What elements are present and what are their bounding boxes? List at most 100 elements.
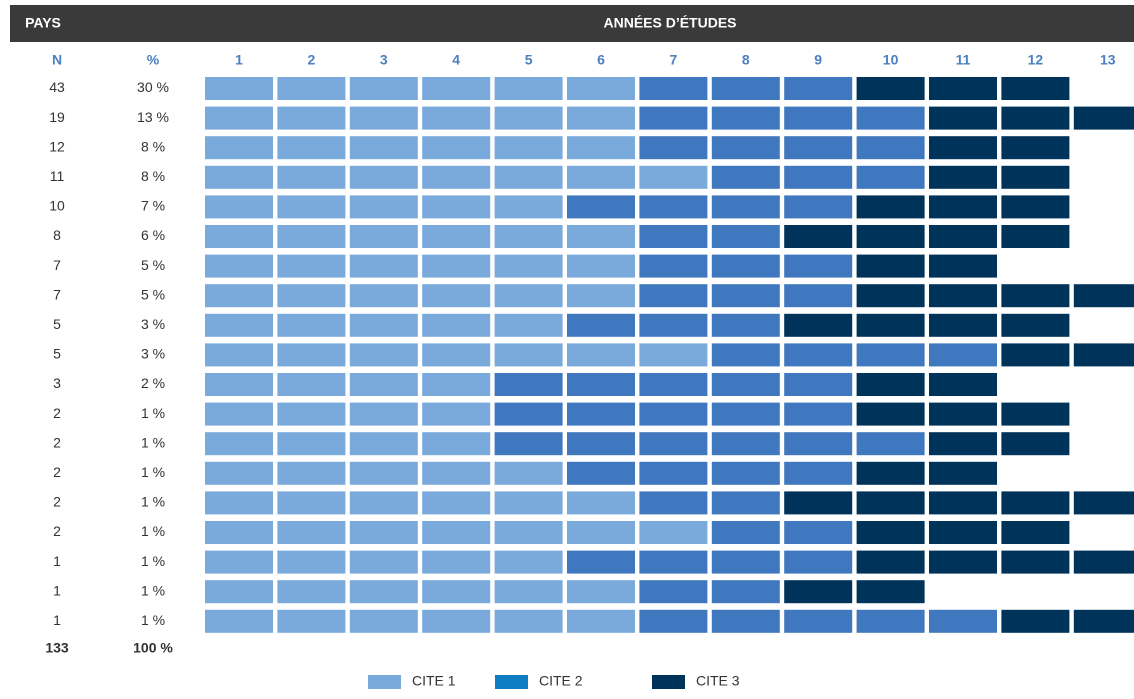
cell	[349, 225, 418, 248]
cell	[494, 77, 563, 100]
year-header: 3	[380, 52, 388, 68]
cell	[856, 521, 925, 544]
cell	[567, 254, 635, 278]
cell	[856, 432, 925, 456]
cell	[567, 580, 635, 604]
row-pct: 1 %	[141, 553, 165, 569]
row-n: 2	[53, 434, 61, 450]
cell	[1001, 313, 1070, 337]
cell	[422, 106, 491, 130]
cell	[422, 580, 491, 604]
cell	[349, 580, 418, 604]
cell	[494, 225, 563, 248]
cell	[205, 165, 273, 189]
cell	[784, 106, 853, 130]
cell	[929, 195, 997, 219]
cell	[277, 461, 346, 485]
cell	[711, 106, 780, 130]
cell	[422, 136, 491, 160]
cell	[1001, 136, 1070, 160]
cell	[784, 195, 853, 219]
cell	[277, 77, 346, 100]
cell	[856, 461, 925, 485]
row-n: 8	[53, 227, 61, 243]
cell	[711, 343, 780, 367]
cell	[205, 432, 273, 456]
cell	[277, 225, 346, 248]
cell	[205, 521, 273, 544]
cell	[929, 254, 997, 278]
row-pct: 5 %	[141, 257, 165, 273]
row-pct: 8 %	[141, 138, 165, 154]
row-n: 2	[53, 405, 61, 421]
cell	[567, 136, 635, 160]
cell	[929, 284, 997, 308]
cell	[422, 461, 491, 485]
cell	[205, 136, 273, 160]
cell	[929, 313, 997, 337]
legend-swatch	[652, 675, 685, 689]
cell	[784, 402, 853, 426]
cell	[422, 343, 491, 367]
cell	[422, 491, 491, 515]
legend-label: CITE 3	[696, 673, 740, 689]
cell	[856, 106, 925, 130]
cell	[567, 77, 635, 100]
cell	[856, 402, 925, 426]
cell	[1073, 491, 1134, 515]
cell	[494, 491, 563, 515]
cell	[349, 106, 418, 130]
cell	[494, 254, 563, 278]
cell	[639, 77, 708, 100]
cell	[784, 165, 853, 189]
cell	[929, 461, 997, 485]
row-n: 1	[53, 582, 61, 598]
cell	[929, 402, 997, 426]
cell	[1001, 491, 1070, 515]
row-pct: 1 %	[141, 464, 165, 480]
row-n: 10	[49, 198, 65, 214]
row-pct: 8 %	[141, 168, 165, 184]
cell	[711, 225, 780, 248]
cell	[639, 521, 708, 544]
cell	[639, 254, 708, 278]
cell	[1001, 609, 1070, 633]
cell	[639, 195, 708, 219]
cell	[784, 609, 853, 633]
cell	[205, 343, 273, 367]
cell	[711, 373, 780, 396]
cell	[639, 284, 708, 308]
year-header: 1	[235, 52, 243, 68]
cell	[567, 373, 635, 396]
cell	[277, 609, 346, 633]
cell	[277, 373, 346, 396]
row-pct: 1 %	[141, 582, 165, 598]
cell	[639, 373, 708, 396]
cell	[349, 461, 418, 485]
cell	[784, 284, 853, 308]
cell	[784, 225, 853, 248]
year-header: 8	[742, 52, 750, 68]
cell	[205, 491, 273, 515]
cell	[711, 402, 780, 426]
legend-label: CITE 1	[412, 673, 456, 689]
cell	[349, 343, 418, 367]
cell	[929, 343, 997, 367]
cell	[929, 165, 997, 189]
cell	[494, 284, 563, 308]
year-header: 7	[670, 52, 678, 68]
cell	[784, 254, 853, 278]
cell	[349, 136, 418, 160]
row-n: 19	[49, 109, 65, 125]
row-pct: 1 %	[141, 494, 165, 510]
cell	[1073, 284, 1134, 308]
cell	[711, 461, 780, 485]
cell	[205, 77, 273, 100]
cell	[856, 77, 925, 100]
cell	[277, 106, 346, 130]
cell	[711, 521, 780, 544]
row-n: 11	[50, 168, 65, 184]
cell	[856, 373, 925, 396]
cell	[639, 343, 708, 367]
row-pct: 1 %	[141, 434, 165, 450]
